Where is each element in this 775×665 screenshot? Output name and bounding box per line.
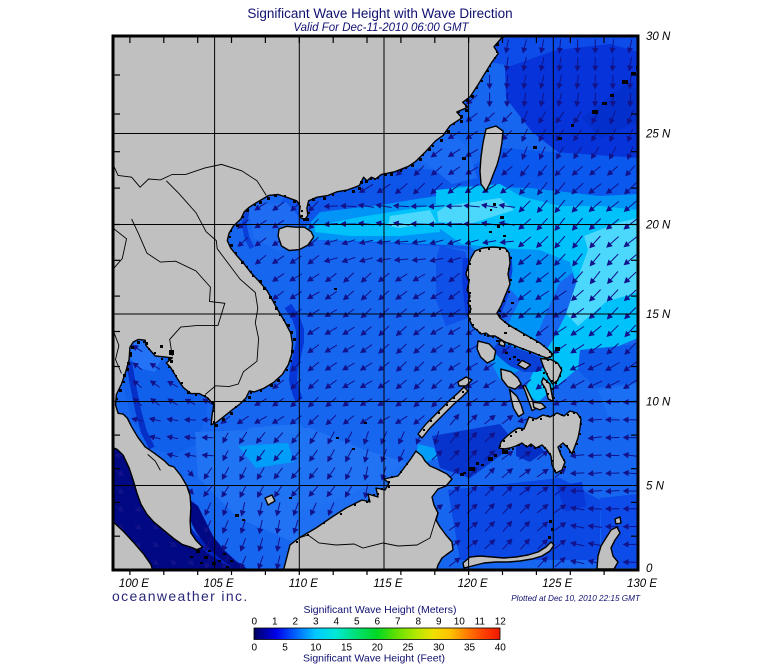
svg-text:110 E: 110 E	[289, 578, 319, 590]
svg-text:10 N: 10 N	[646, 397, 671, 409]
svg-text:Plotted at Dec 10, 2010 22:15: Plotted at Dec 10, 2010 22:15 GMT	[511, 594, 641, 603]
svg-text:35: 35	[464, 643, 476, 654]
svg-text:Significant Wave Height (Meter: Significant Wave Height (Meters)	[303, 604, 456, 616]
svg-text:30 N: 30 N	[646, 31, 671, 43]
svg-text:Significant Wave Height with W: Significant Wave Height with Wave Direct…	[247, 6, 512, 21]
svg-text:15 N: 15 N	[646, 309, 671, 321]
svg-text:125 E: 125 E	[542, 578, 572, 590]
svg-text:120 E: 120 E	[458, 578, 488, 590]
svg-text:5: 5	[282, 643, 288, 654]
svg-text:Significant Wave Height (Feet): Significant Wave Height (Feet)	[303, 653, 445, 665]
svg-text:oceanweather inc.: oceanweather inc.	[112, 588, 249, 604]
svg-text:Valid For Dec-11-2010 06:00 GM: Valid For Dec-11-2010 06:00 GMT	[293, 22, 469, 34]
svg-text:12: 12	[495, 617, 507, 628]
svg-text:40: 40	[495, 643, 507, 654]
svg-text:5 N: 5 N	[646, 481, 665, 493]
svg-text:15: 15	[341, 643, 353, 654]
svg-text:10: 10	[454, 617, 466, 628]
svg-text:3: 3	[313, 617, 319, 628]
svg-text:10: 10	[310, 643, 322, 654]
svg-text:0: 0	[646, 563, 653, 575]
svg-text:9: 9	[436, 617, 442, 628]
svg-text:25: 25	[402, 643, 414, 654]
svg-text:105 E: 105 E	[204, 578, 234, 590]
svg-text:8: 8	[416, 617, 422, 628]
svg-text:130 E: 130 E	[627, 578, 657, 590]
svg-text:100 E: 100 E	[119, 578, 149, 590]
svg-text:2: 2	[293, 617, 299, 628]
svg-text:25 N: 25 N	[645, 129, 671, 141]
svg-text:4: 4	[334, 617, 340, 628]
svg-text:7: 7	[395, 617, 401, 628]
svg-text:115 E: 115 E	[373, 578, 403, 590]
svg-text:0: 0	[252, 617, 258, 628]
svg-text:11: 11	[475, 617, 486, 628]
svg-text:1: 1	[272, 617, 278, 628]
svg-text:20 N: 20 N	[645, 220, 671, 232]
svg-text:30: 30	[433, 643, 445, 654]
svg-text:6: 6	[375, 617, 381, 628]
svg-text:5: 5	[354, 617, 360, 628]
svg-text:0: 0	[252, 643, 258, 654]
svg-text:20: 20	[372, 643, 384, 654]
